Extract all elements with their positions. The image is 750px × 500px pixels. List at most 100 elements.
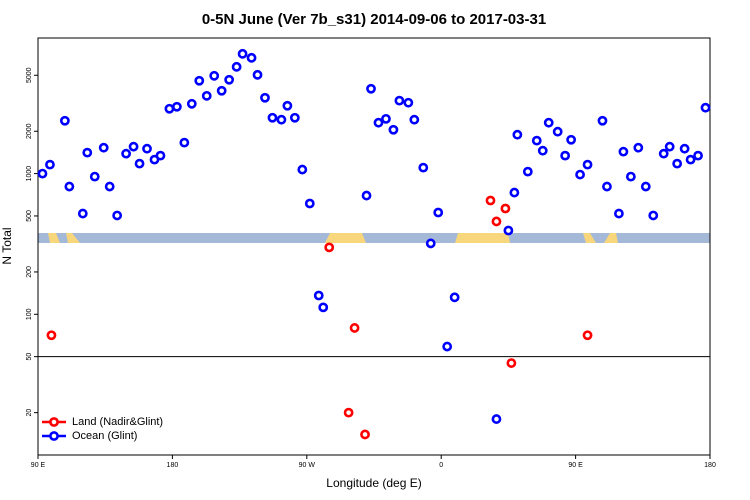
point: [304, 198, 315, 209]
point: [418, 162, 429, 173]
point: [282, 100, 293, 111]
point: [155, 150, 166, 161]
point: [171, 101, 182, 112]
point: [45, 159, 55, 170]
point: [509, 187, 520, 198]
point: [625, 171, 636, 182]
point: [373, 117, 384, 128]
land-mask-band: [38, 233, 710, 243]
point: [201, 90, 212, 101]
point: [318, 302, 329, 313]
point: [134, 158, 145, 169]
point: [394, 95, 405, 106]
point: [104, 181, 115, 192]
point: [260, 92, 270, 103]
point: [664, 141, 675, 152]
y-axis-label: N Total: [0, 227, 14, 264]
point: [640, 181, 651, 192]
plot-frame: [37, 37, 711, 456]
x-tick-label: 180: [704, 462, 716, 469]
point: [582, 159, 593, 170]
point: [98, 142, 109, 153]
x-tick-label: 90 E: [31, 462, 46, 469]
series: [37, 48, 711, 424]
point: [349, 323, 360, 333]
x-tick-label: 90 E: [568, 462, 583, 469]
point: [121, 148, 132, 159]
band-land: [66, 233, 80, 243]
point: [602, 181, 612, 192]
point: [388, 124, 399, 135]
y-tick-label: 2000: [26, 123, 33, 139]
point: [522, 166, 533, 177]
point: [59, 115, 70, 126]
point: [679, 143, 690, 154]
point: [142, 143, 152, 154]
point: [37, 168, 48, 179]
point: [531, 135, 542, 146]
y-tick-label: 200: [26, 266, 33, 278]
point: [297, 164, 308, 175]
point: [246, 52, 257, 63]
y-tick-label: 1000: [26, 166, 33, 182]
point: [276, 114, 287, 125]
point: [360, 429, 370, 440]
band-ocean: [38, 233, 710, 243]
point: [700, 102, 711, 113]
point: [552, 126, 563, 137]
point: [672, 158, 683, 169]
point: [237, 48, 248, 59]
point: [186, 98, 197, 109]
point: [324, 242, 335, 253]
point: [491, 414, 502, 424]
point: [313, 290, 324, 301]
point: [614, 208, 624, 219]
point: [506, 358, 517, 368]
point: [179, 137, 190, 148]
point: [693, 150, 703, 161]
point: [64, 181, 75, 192]
point: [209, 70, 220, 81]
point: [633, 142, 644, 153]
legend-label: Ocean (Glint): [72, 430, 137, 442]
band-land: [455, 233, 510, 243]
legend-label: Land (Nadir&Glint): [72, 416, 163, 428]
point: [403, 97, 414, 108]
point: [485, 195, 496, 206]
y-tick-label: 20: [26, 409, 33, 417]
point: [252, 69, 263, 80]
point: [82, 147, 93, 158]
point: [128, 141, 139, 152]
point: [597, 115, 608, 126]
x-axis-label: Longitude (deg E): [326, 476, 421, 490]
point: [560, 150, 571, 161]
point: [566, 134, 577, 145]
point: [543, 117, 554, 128]
point: [194, 75, 205, 86]
y-tick-label: 5000: [26, 67, 33, 83]
point: [575, 169, 585, 180]
point: [582, 330, 593, 341]
point: [425, 238, 436, 249]
point: [289, 112, 300, 123]
legend-marker: [49, 417, 59, 427]
point: [491, 216, 502, 227]
y-tick-label: 50: [26, 353, 33, 361]
y-tick-label: 100: [26, 308, 33, 320]
x-tick-label: 0: [439, 462, 443, 469]
point: [433, 207, 444, 218]
band-land: [604, 233, 618, 243]
point: [224, 74, 235, 85]
y-tick-label: 500: [26, 210, 33, 222]
point: [366, 83, 376, 94]
series: [46, 195, 593, 440]
point: [685, 154, 696, 165]
point: [164, 103, 175, 114]
point: [77, 208, 88, 219]
point: [500, 203, 511, 214]
band-land: [583, 233, 596, 243]
point: [361, 190, 372, 201]
point: [216, 85, 227, 96]
point: [112, 210, 123, 221]
